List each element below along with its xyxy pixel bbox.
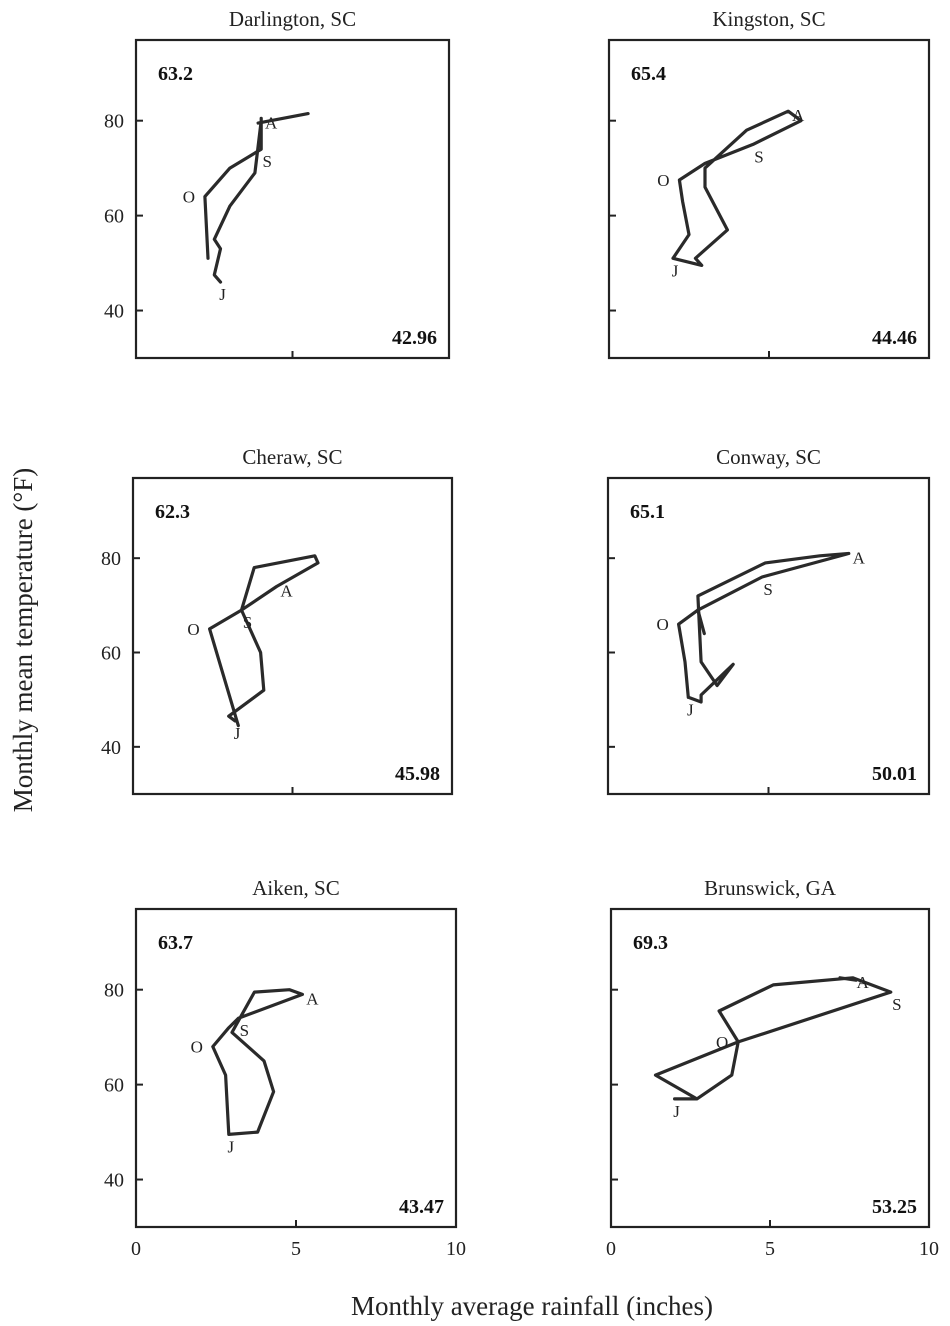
y-tick-label: 80 [101,548,121,570]
mean-temperature-label: 65.4 [631,63,666,85]
y-tick-label: 60 [104,1075,124,1097]
y-tick-label: 40 [104,1170,124,1192]
chart-panel: Kingston, SC 65.4 44.46 J A S O [607,7,931,360]
x-axis-label: Monthly average rainfall (inches) [351,1291,713,1321]
x-tick-label: 0 [131,1238,141,1260]
mean-temperature-label: 63.2 [158,63,193,85]
panel-title: Cheraw, SC [242,445,342,469]
month-label: J [672,261,679,280]
y-tick-label: 60 [104,206,124,228]
month-label: A [306,989,319,1008]
mean-temperature-label: 62.3 [155,501,190,523]
x-tick-label: 10 [446,1238,466,1260]
month-label: A [280,581,293,600]
series-line-segment [696,608,706,636]
plot-frame [607,38,931,360]
series-line [671,109,803,267]
series-line [676,551,851,704]
y-tick-label: 80 [104,111,124,133]
annual-rainfall-label: 45.98 [395,763,440,785]
y-tick-label: 40 [101,737,121,759]
y-axis-label: Monthly mean temperature (°F) [8,468,38,812]
month-label: J [687,700,694,719]
month-label: S [763,580,772,599]
month-label: O [716,1033,728,1052]
mean-temperature-label: 69.3 [633,932,668,954]
y-tick-label: 80 [104,980,124,1002]
chart-panel: Aiken, SC 40 60 80 0 5 10 63.7 43.47 J A S O [104,876,466,1260]
x-tick-label: 10 [919,1238,939,1260]
plot-frame [606,476,931,796]
panel-title: Brunswick, GA [704,876,837,900]
chart-panel: Conway, SC 65.1 50.01 J A S O [606,445,931,796]
annual-rainfall-label: 50.01 [872,763,917,785]
month-label: J [234,724,241,743]
panel-title: Darlington, SC [229,7,356,31]
annual-rainfall-label: 44.46 [872,327,917,349]
series-line [203,116,263,284]
month-label: J [227,1137,234,1156]
chart-panel: Darlington, SC 40 60 80 63.2 42.96 J A S O [104,7,451,360]
y-tick-label: 60 [101,643,121,665]
month-label: A [853,548,866,567]
x-tick-label: 0 [606,1238,616,1260]
month-label: A [857,973,870,992]
plot-frame [609,907,931,1229]
series-line [653,976,893,1101]
month-label: O [657,171,669,190]
plot-frame [134,907,458,1229]
month-label: J [219,285,226,304]
mean-temperature-label: 63.7 [158,932,193,954]
month-label: O [656,615,668,634]
chart-panel: Brunswick, GA 0 5 10 69.3 53.25 J S A O [606,876,939,1260]
month-label: S [754,147,763,166]
month-label: A [792,106,805,125]
series-line [211,988,304,1137]
series-line-segment [256,111,310,125]
month-label: S [243,613,252,632]
month-label: O [187,620,199,639]
chart-panel: Cheraw, SC 40 60 80 62.3 45.98 J A S O [101,445,454,796]
chart-panels: Darlington, SC40608063.242.96JASOKingsto… [101,7,939,1260]
month-label: S [892,995,901,1014]
month-label: O [191,1038,203,1057]
panel-title: Aiken, SC [252,876,340,900]
annual-rainfall-label: 43.47 [399,1196,444,1218]
annual-rainfall-label: 53.25 [872,1196,917,1218]
plot-frame [131,476,454,796]
month-label: S [262,152,271,171]
x-tick-label: 5 [765,1238,775,1260]
annual-rainfall-label: 42.96 [392,327,437,349]
mean-temperature-label: 65.1 [630,501,665,523]
month-label: S [240,1021,249,1040]
month-label: A [265,113,278,132]
month-label: O [183,188,195,207]
series-line-segment [838,976,858,982]
panel-title: Conway, SC [716,445,821,469]
month-label: J [673,1102,680,1121]
x-tick-label: 5 [291,1238,301,1260]
panel-title: Kingston, SC [712,7,825,31]
y-tick-label: 40 [104,301,124,323]
series-line [208,554,320,728]
